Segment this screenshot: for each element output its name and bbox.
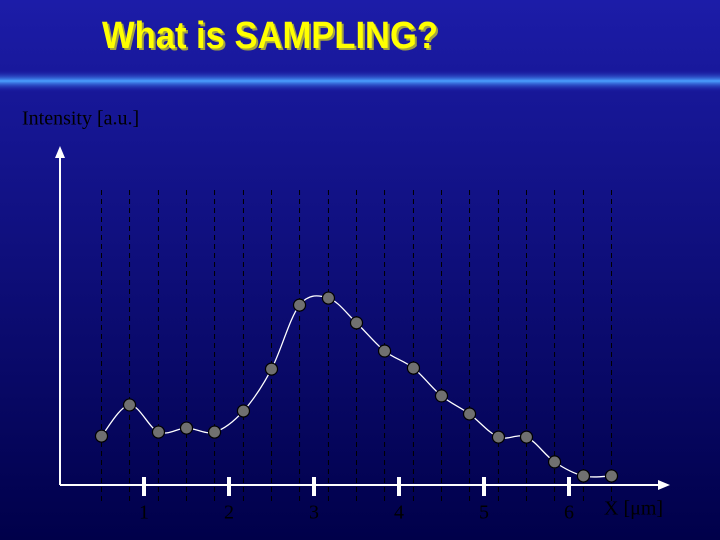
sample-point [576, 469, 591, 483]
chart-title: What is SAMPLING? [102, 15, 438, 57]
x-axis-label: X [μm] [604, 498, 663, 520]
x-tick-label: 6 [564, 502, 574, 524]
sample-point [321, 291, 336, 305]
x-axis-arrow [658, 480, 670, 490]
sample-point [292, 298, 307, 312]
title-shadow: What is SAMPLING? [104, 17, 440, 59]
x-tick-label: 1 [139, 502, 149, 524]
sample-point [519, 430, 534, 444]
y-axis-arrow [55, 146, 65, 158]
sample-point [377, 344, 392, 358]
x-tick-label: 3 [309, 502, 319, 524]
y-axis-label: Intensity [a.u.] [22, 108, 139, 130]
x-tick-label: 5 [479, 502, 489, 524]
sample-point [264, 362, 279, 376]
header-bar [0, 70, 720, 92]
sample-point [406, 361, 421, 375]
sample-point [547, 455, 562, 469]
sample-point [122, 398, 137, 412]
sample-point [349, 316, 364, 330]
sample-point [94, 429, 109, 443]
sample-point [462, 407, 477, 421]
sample-point [207, 425, 222, 439]
x-tick-label: 2 [224, 502, 234, 524]
sample-point [151, 425, 166, 439]
sample-point [491, 430, 506, 444]
sample-point [434, 389, 449, 403]
sample-point [179, 421, 194, 435]
x-tick-label: 4 [394, 502, 404, 524]
sample-point [236, 404, 251, 418]
sample-point [604, 469, 619, 483]
